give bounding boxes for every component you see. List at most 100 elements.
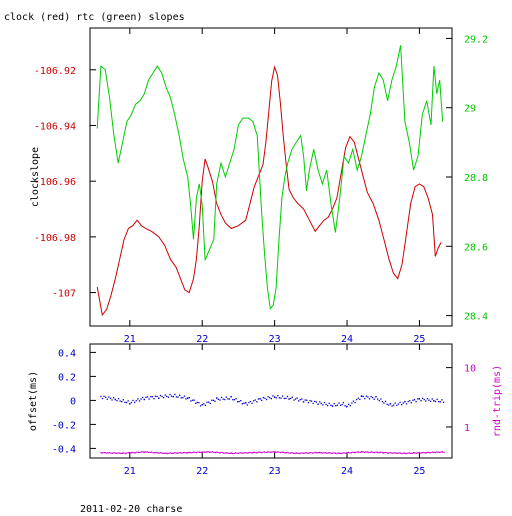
offset-y-axis-label: offset(ms): [28, 371, 39, 431]
offset-point: [261, 399, 263, 401]
rndtrip-point: [414, 452, 416, 454]
offset-point: [116, 400, 118, 402]
offset-point: [137, 398, 139, 400]
left-y-tick-label: -106.94: [34, 121, 76, 132]
offset-point: [265, 398, 268, 401]
rndtrip-point: [297, 452, 299, 454]
rndtrip-point: [220, 451, 222, 454]
offset-point: [230, 396, 232, 398]
offset-point: [187, 397, 189, 399]
offset-point: [199, 405, 202, 407]
offset-point: [193, 399, 195, 401]
offset-point: [135, 400, 137, 402]
rndtrip-point: [179, 452, 182, 454]
rndtrip-point: [245, 452, 247, 454]
rndtrip-point: [165, 452, 167, 454]
offset-y-tick-label: 0.4: [58, 348, 76, 359]
offset-point: [301, 398, 303, 400]
rndtrip-point: [190, 452, 192, 454]
rndtrip-point: [426, 452, 428, 454]
offset-point: [159, 394, 162, 397]
offset-point: [339, 404, 342, 406]
rndtrip-point: [400, 452, 402, 454]
rndtrip-point: [174, 452, 176, 454]
offset-point: [426, 398, 429, 400]
rndtrip-point: [345, 452, 347, 454]
offset-point: [113, 397, 115, 399]
offset-point: [341, 403, 343, 406]
offset-point: [394, 402, 396, 404]
rndtrip-point: [330, 452, 332, 454]
rndtrip-point: [123, 452, 125, 454]
offset-point: [428, 399, 430, 401]
rndtrip-point: [221, 452, 224, 454]
offset-point: [158, 397, 160, 399]
rndtrip-point: [387, 452, 389, 454]
offset-point: [105, 396, 107, 398]
offset-point: [241, 403, 243, 405]
offset-point: [121, 401, 123, 403]
rndtrip-point: [421, 452, 423, 454]
rndtrip-point: [349, 452, 351, 454]
x-tick-label: 24: [341, 334, 353, 345]
rndtrip-point: [166, 452, 169, 455]
rndtrip-point: [279, 451, 282, 454]
rndtrip-point: [237, 452, 240, 454]
rndtrip-point: [401, 452, 403, 455]
offset-point: [259, 398, 261, 400]
rndtrip-point: [340, 452, 342, 455]
rndtrip-point: [133, 452, 135, 454]
rndtrip-point: [384, 452, 386, 454]
offset-point: [380, 398, 382, 400]
offset-point: [344, 405, 346, 407]
rndtrip-point: [198, 451, 200, 453]
offset-point: [154, 395, 157, 397]
rndtrip-point: [210, 451, 212, 453]
rndtrip-point: [282, 451, 284, 453]
rndtrip-point: [107, 452, 109, 454]
offset-point: [243, 402, 245, 404]
rndtrip-point: [168, 452, 170, 454]
rndtrip-point: [407, 452, 409, 454]
rndtrip-point: [236, 452, 238, 454]
rndtrip-point: [350, 452, 353, 454]
rndtrip-point: [146, 451, 148, 453]
rndtrip-point: [310, 452, 312, 454]
offset-point: [386, 403, 388, 405]
offset-point: [272, 395, 274, 397]
rndtrip-point: [278, 451, 280, 453]
offset-point: [138, 400, 141, 402]
rndtrip-point: [258, 451, 260, 453]
rndtrip-point: [116, 452, 118, 454]
rndtrip-point: [182, 452, 185, 454]
rndtrip-point: [150, 451, 153, 453]
offset-point: [106, 398, 108, 400]
offset-point: [232, 399, 234, 401]
rndtrip-point: [408, 452, 410, 454]
rndtrip-point: [333, 452, 335, 454]
offset-point: [438, 401, 440, 403]
offset-point: [280, 397, 282, 399]
rndtrip-point: [192, 451, 195, 453]
rndtrip-point: [214, 451, 216, 454]
offset-point: [304, 399, 306, 401]
offset-point: [150, 396, 152, 398]
rndtrip-point: [250, 452, 253, 454]
offset-point: [367, 396, 369, 398]
rndtrip-point: [294, 452, 296, 455]
rndtrip-point: [391, 452, 393, 454]
rndtrip-point: [365, 451, 367, 453]
rndtrip-point: [104, 451, 106, 454]
offset-point: [401, 404, 403, 406]
offset-point: [370, 395, 372, 398]
offset-point: [397, 403, 400, 405]
offset-point: [328, 402, 330, 404]
offset-point: [100, 395, 102, 398]
offset-point: [275, 397, 277, 399]
offset-point: [410, 402, 412, 404]
rtc-slope-line: [96, 45, 444, 310]
offset-point: [322, 404, 324, 406]
right-y-tick-label: 28.6: [464, 242, 488, 253]
offset-point: [237, 401, 239, 403]
rndtrip-point: [292, 452, 295, 454]
